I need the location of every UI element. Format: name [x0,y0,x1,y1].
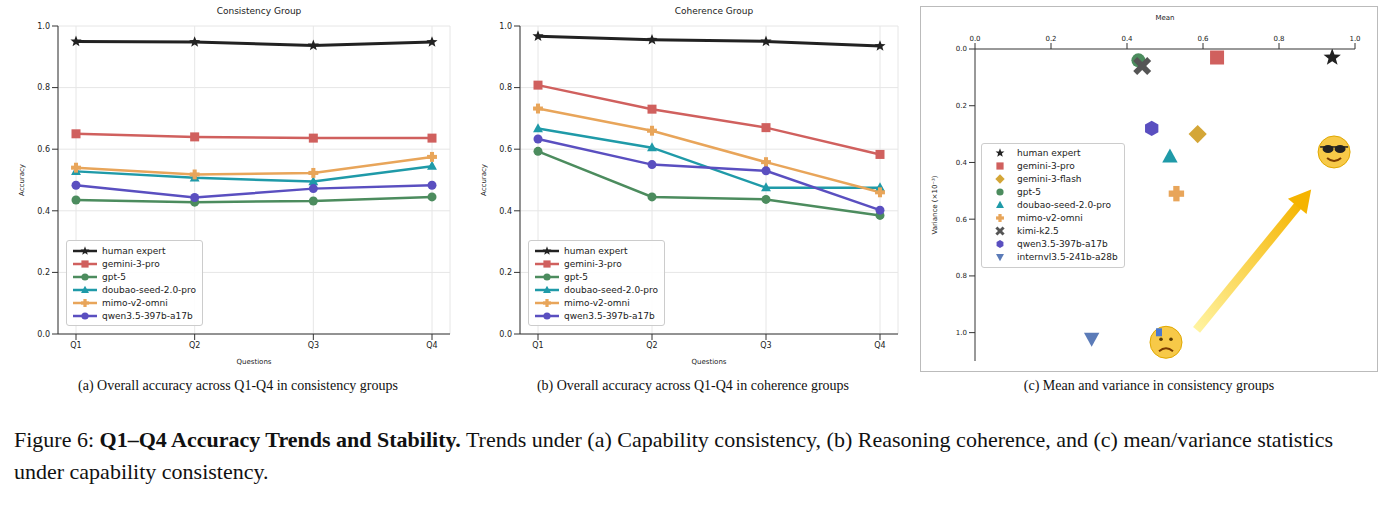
svg-text:Q1: Q1 [532,341,543,350]
html-text:(b) Overall accuracy across Q1: (b) Overall accuracy across Q1-Q4 in coh… [536,378,850,393]
svg-text:0.0: 0.0 [956,45,967,53]
svg-text:Accuracy: Accuracy [480,164,488,196]
svg-text:0.6: 0.6 [956,216,968,224]
html-text:gpt-5: gpt-5 [102,271,126,282]
html-text:gemini-3-pro: gemini-3-pro [102,258,160,269]
svg-text:0.8: 0.8 [956,272,967,280]
html-text:(a) Overall accuracy across Q1: (a) Overall accuracy across Q1-Q4 in con… [78,378,398,393]
html-text:mimo-v2-omni: mimo-v2-omni [564,297,630,308]
html-text:mimo-v2-omni: mimo-v2-omni [1017,213,1083,224]
svg-text:Questions: Questions [692,358,727,366]
html-text:gpt-5: gpt-5 [564,271,588,282]
svg-text:Q4: Q4 [874,341,885,350]
svg-text:0.6: 0.6 [499,145,512,154]
svg-text:0.8: 0.8 [37,83,50,92]
html-text:gemini-3-pro: gemini-3-pro [1017,161,1075,172]
svg-text:0.4: 0.4 [1121,35,1133,43]
svg-text:0.0: 0.0 [37,330,50,339]
svg-text:0.8: 0.8 [499,83,512,92]
svg-text:0.0: 0.0 [499,330,512,339]
svg-text:0.4: 0.4 [956,159,968,167]
html-text:gemini-3-pro: gemini-3-pro [564,258,622,269]
svg-text:1.0: 1.0 [956,329,967,337]
svg-text:Q4: Q4 [426,341,437,350]
html-text:(c) Mean and variance in consi: (c) Mean and variance in consistency gro… [1023,378,1275,393]
svg-text:0.6: 0.6 [1197,35,1209,43]
svg-text:0.4: 0.4 [499,207,512,216]
svg-text:1.0: 1.0 [37,22,50,31]
svg-text:0.2: 0.2 [956,102,967,110]
html-text:human expert: human expert [1017,148,1081,159]
html-text:doubao-seed-2.0-pro: doubao-seed-2.0-pro [102,284,197,295]
html-text:human expert: human expert [102,245,166,256]
svg-text:Q2: Q2 [189,341,200,350]
html-text:qwen3.5-397b-a17b: qwen3.5-397b-a17b [564,310,655,321]
html-text:gpt-5: gpt-5 [1017,187,1041,198]
svg-text:Q2: Q2 [646,341,657,350]
svg-text:1.0: 1.0 [499,22,512,31]
html-text:Figure 6: Q1–Q4 Accuracy Trend: Figure 6: Q1–Q4 Accuracy Trends and Stab… [14,427,1333,484]
svg-text:0.2: 0.2 [499,268,512,277]
html-text:Consistency Group: Consistency Group [216,6,302,16]
html-text:qwen3.5-397b-a17b: qwen3.5-397b-a17b [102,310,193,321]
svg-text:1.0: 1.0 [1349,35,1360,43]
html-text:human expert: human expert [564,245,628,256]
svg-text:0.0: 0.0 [969,35,980,43]
svg-text:Questions: Questions [237,358,272,366]
svg-text:Variance (×10⁻³): Variance (×10⁻³) [931,175,939,234]
svg-text:0.2: 0.2 [1045,35,1056,43]
svg-text:Q3: Q3 [308,341,319,350]
svg-text:0.4: 0.4 [37,207,50,216]
html-text:doubao-seed-2.0-pro: doubao-seed-2.0-pro [1017,200,1112,211]
svg-text:0.6: 0.6 [37,145,50,154]
html-text:mimo-v2-omni: mimo-v2-omni [102,297,168,308]
html-text:doubao-seed-2.0-pro: doubao-seed-2.0-pro [564,284,659,295]
svg-text:Q1: Q1 [70,341,81,350]
html-text:kimi-k2.5: kimi-k2.5 [1017,226,1059,237]
html-text:Coherence Group: Coherence Group [674,6,754,16]
html-text:internvl3.5-241b-a28b: internvl3.5-241b-a28b [1017,252,1118,263]
html-text:qwen3.5-397b-a17b: qwen3.5-397b-a17b [1017,239,1108,250]
svg-text:Q3: Q3 [760,341,771,350]
svg-text:Mean: Mean [1155,14,1174,22]
html-text:gemini-3-flash: gemini-3-flash [1017,174,1082,185]
svg-text:0.2: 0.2 [37,268,50,277]
svg-text:0.8: 0.8 [1273,35,1284,43]
svg-text:Accuracy: Accuracy [18,164,26,196]
